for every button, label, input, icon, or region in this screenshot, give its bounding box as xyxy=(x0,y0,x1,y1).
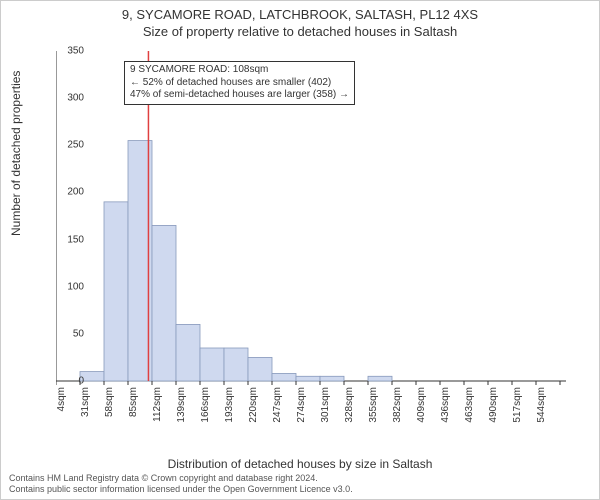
x-tick-label: 463sqm xyxy=(464,387,475,427)
y-tick-label: 50 xyxy=(73,328,84,339)
x-tick-label: 301sqm xyxy=(320,387,331,427)
x-tick-label: 31sqm xyxy=(80,387,91,427)
x-tick-label: 112sqm xyxy=(152,387,163,427)
footer-text: Contains HM Land Registry data © Crown c… xyxy=(9,473,353,495)
x-tick-label: 166sqm xyxy=(200,387,211,427)
y-axis-label: Number of detached properties xyxy=(9,71,23,236)
x-axis-label: Distribution of detached houses by size … xyxy=(1,457,599,471)
x-tick-label: 85sqm xyxy=(128,387,139,427)
chart-subtitle: Size of property relative to detached ho… xyxy=(1,24,599,39)
annotation-line3: 47% of semi-detached houses are larger (… xyxy=(130,89,349,102)
chart-container: 9, SYCAMORE ROAD, LATCHBROOK, SALTASH, P… xyxy=(0,0,600,500)
x-tick-label: 4sqm xyxy=(56,387,67,427)
x-tick-label: 409sqm xyxy=(416,387,427,427)
x-tick-label: 193sqm xyxy=(224,387,235,427)
x-tick-label: 436sqm xyxy=(440,387,451,427)
x-tick-label: 328sqm xyxy=(344,387,355,427)
x-tick-label: 382sqm xyxy=(392,387,403,427)
y-tick-label: 350 xyxy=(67,46,84,57)
x-tick-label: 517sqm xyxy=(512,387,523,427)
y-tick-label: 300 xyxy=(67,93,84,104)
x-tick-label: 58sqm xyxy=(104,387,115,427)
y-tick-label: 250 xyxy=(67,140,84,151)
x-tick-label: 274sqm xyxy=(296,387,307,427)
y-tick-label: 100 xyxy=(67,281,84,292)
x-tick-label: 490sqm xyxy=(488,387,499,427)
chart-title: 9, SYCAMORE ROAD, LATCHBROOK, SALTASH, P… xyxy=(1,7,599,22)
footer-line2: Contains public sector information licen… xyxy=(9,484,353,495)
annotation-line2: ← 52% of detached houses are smaller (40… xyxy=(130,77,349,90)
x-tick-label: 355sqm xyxy=(368,387,379,427)
annotation-line1: 9 SYCAMORE ROAD: 108sqm xyxy=(130,64,349,77)
y-tick-label: 200 xyxy=(67,187,84,198)
y-tick-label: 150 xyxy=(67,234,84,245)
x-tick-label: 247sqm xyxy=(272,387,283,427)
x-tick-label: 139sqm xyxy=(176,387,187,427)
chart-area: 9 SYCAMORE ROAD: 108sqm ← 52% of detache… xyxy=(56,51,566,421)
x-tick-label: 220sqm xyxy=(248,387,259,427)
y-tick-label: 0 xyxy=(78,376,84,387)
footer-line1: Contains HM Land Registry data © Crown c… xyxy=(9,473,353,484)
annotation-box: 9 SYCAMORE ROAD: 108sqm ← 52% of detache… xyxy=(124,61,355,105)
x-tick-label: 544sqm xyxy=(536,387,547,427)
